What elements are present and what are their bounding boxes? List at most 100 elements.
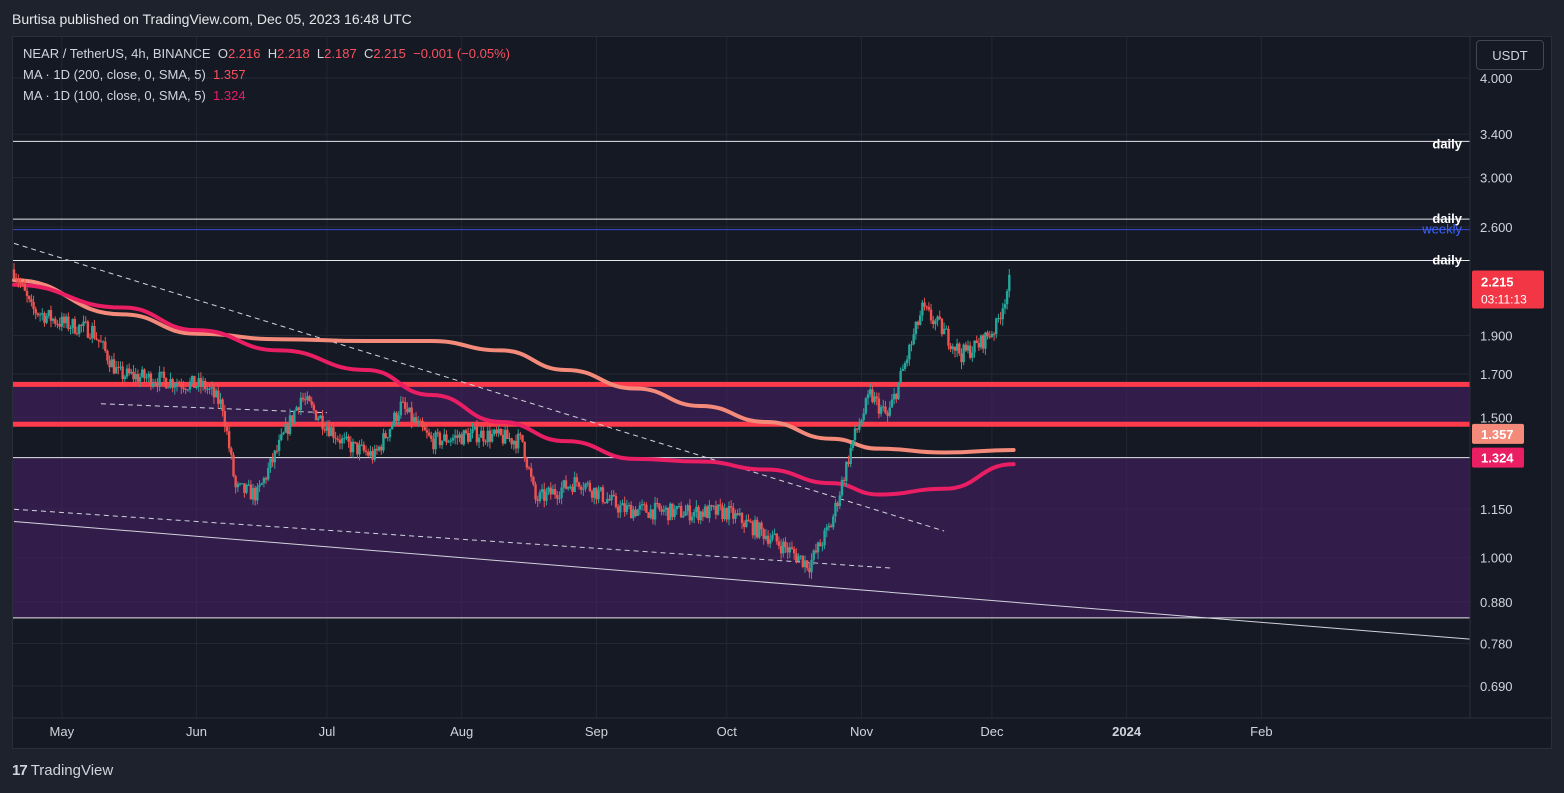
y-tick-label: 3.400 <box>1480 127 1513 142</box>
candle-body <box>947 328 950 346</box>
candle-body <box>436 432 439 434</box>
candle-body <box>584 483 587 489</box>
candle-body <box>656 502 659 504</box>
candle-body <box>697 506 700 521</box>
candle-body <box>521 434 524 442</box>
candle-body <box>93 325 96 339</box>
candle-body <box>503 429 507 444</box>
candle-body <box>651 509 655 520</box>
candle-body <box>43 313 46 323</box>
candle-body <box>338 439 342 444</box>
candle-body <box>466 432 470 442</box>
candle-body <box>301 397 305 400</box>
legend-h-value: 2.218 <box>277 46 310 61</box>
candle-body <box>662 509 665 512</box>
candle-body <box>847 461 850 465</box>
candle-body <box>749 521 752 523</box>
candle-body <box>25 290 29 297</box>
candle-body <box>649 509 652 518</box>
candle-body <box>419 420 422 422</box>
purple-zone <box>13 457 1470 618</box>
legend-l-label: L <box>316 46 325 61</box>
currency-button[interactable]: USDT <box>1476 40 1544 70</box>
y-tick-label: 0.780 <box>1480 637 1513 652</box>
candle-body <box>866 394 870 399</box>
legend-ma100[interactable]: MA · 1D (100, close, 0, SMA, 5) 1.324 <box>23 88 246 103</box>
candle-body <box>101 341 105 343</box>
candle-body <box>625 505 629 513</box>
candle-body <box>647 512 650 518</box>
candle-body <box>160 371 163 373</box>
candle-body <box>508 438 511 440</box>
y-tick-label: 1.700 <box>1480 367 1513 382</box>
candle-body <box>784 541 787 548</box>
candle-body <box>288 415 292 434</box>
candle-body <box>293 410 296 423</box>
candle-body <box>575 477 579 483</box>
candle-body <box>990 333 994 337</box>
candle-body <box>869 389 872 395</box>
candle-body <box>99 341 103 343</box>
candle-body <box>147 373 150 378</box>
candle-body <box>236 483 240 488</box>
candle-body <box>634 509 637 516</box>
candle-body <box>54 318 57 324</box>
candle-body <box>493 429 496 435</box>
candle-body <box>579 486 583 490</box>
candle-body <box>175 383 179 387</box>
legend-ma200[interactable]: MA · 1D (200, close, 0, SMA, 5) 1.357 <box>23 67 246 82</box>
candle-body <box>849 447 852 465</box>
candle-body <box>629 504 633 519</box>
candle-body <box>393 412 396 425</box>
candle-body <box>304 399 307 401</box>
footer-brand[interactable]: 17 TradingView <box>12 762 113 779</box>
candle-body <box>114 367 118 374</box>
candle-body <box>810 559 813 573</box>
candle-body <box>169 379 172 388</box>
candle-body <box>995 318 998 335</box>
trendline <box>13 508 892 569</box>
candle-body <box>197 378 200 387</box>
candle-body <box>703 506 707 517</box>
candle-body <box>330 427 333 436</box>
candle-body <box>438 432 442 446</box>
candle-body <box>658 503 661 510</box>
candle-body <box>240 483 244 485</box>
candle-body <box>775 533 778 542</box>
candle-body <box>725 508 728 520</box>
candle-body <box>127 368 131 374</box>
candle-body <box>571 486 574 492</box>
candle-body <box>317 418 320 421</box>
candle-body <box>362 444 366 451</box>
candle-body <box>401 401 405 403</box>
candle-body <box>477 437 481 443</box>
ma-badge-text: 1.324 <box>1481 451 1514 466</box>
candle-body <box>762 529 765 539</box>
candle-body <box>927 307 931 310</box>
candle-body <box>832 516 835 528</box>
candle-body <box>84 321 87 323</box>
candle-body <box>64 316 68 324</box>
candle-body <box>614 495 618 507</box>
candle-body <box>853 428 857 441</box>
candle-body <box>764 535 768 539</box>
legend-ma100-value: 1.324 <box>213 88 246 103</box>
candle-body <box>566 486 570 489</box>
candle-body <box>345 436 348 439</box>
candle-body <box>792 548 796 554</box>
candle-body <box>245 484 248 493</box>
candle-body <box>171 379 174 388</box>
candle-body <box>727 506 731 520</box>
candle-body <box>514 440 518 449</box>
candle-body <box>204 380 207 390</box>
candle-body <box>58 323 61 327</box>
candle-body <box>840 479 844 496</box>
candle-body <box>977 343 981 348</box>
ma100-line <box>12 282 1016 497</box>
candle-body <box>82 321 85 326</box>
level-label: daily <box>1432 137 1462 152</box>
candle-body <box>664 507 668 510</box>
candle-body <box>282 432 285 435</box>
